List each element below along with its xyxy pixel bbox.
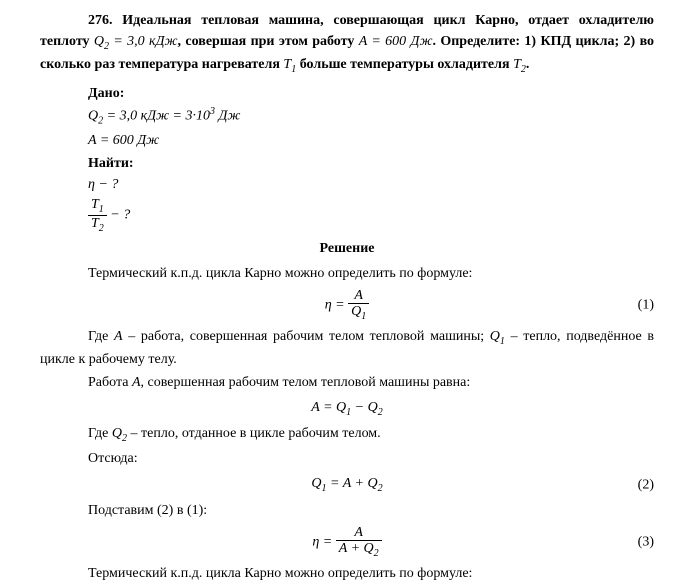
- solution-text-3: Работа A, совершенная рабочим телом тепл…: [40, 372, 654, 393]
- given-q2-line: Q2 = 3,0 кДж = 3·103 Дж: [88, 104, 654, 128]
- solution-text-6: Подставим (2) в (1):: [40, 500, 654, 521]
- equation-2: Q1 = A + Q2 (2): [40, 473, 654, 496]
- given-section: Дано: Q2 = 3,0 кДж = 3·103 Дж A = 600 Дж…: [88, 83, 654, 234]
- a-value: = 600: [367, 34, 411, 49]
- eq3-number: (3): [638, 532, 654, 553]
- eq3-lhs: η =: [312, 534, 335, 549]
- q2-symbol: Q: [94, 34, 104, 49]
- find-ratio-q: − ?: [107, 208, 130, 223]
- find-eta-q: − ?: [95, 177, 118, 192]
- given-a-val: = 600 Дж: [96, 133, 159, 148]
- q2-value: = 3,0: [109, 34, 149, 49]
- eq2-lhs: Q: [311, 476, 321, 491]
- eq-work-lhs: A = Q: [311, 400, 346, 415]
- given-q2-val: = 3,0 кДж = 3·10: [103, 108, 210, 123]
- equation-3: η = A A + Q2 (3): [40, 525, 654, 559]
- text3-p2: , совершенная рабочим телом тепловой маш…: [141, 375, 471, 390]
- find-ratio-fraction: T1 T2: [88, 197, 107, 234]
- text2-p2: – работа, совершенная рабочим телом тепл…: [123, 329, 490, 344]
- eq1-num: A: [348, 288, 369, 304]
- problem-text-end: .: [526, 57, 530, 72]
- eq1-den: Q1: [348, 304, 369, 322]
- t2-symbol: T: [513, 57, 521, 72]
- eq1-lhs: η =: [325, 297, 348, 312]
- text3-p1: Работа: [88, 375, 132, 390]
- solution-text-2: Где A – работа, совершенная рабочим тело…: [40, 326, 654, 370]
- problem-number: 276.: [88, 13, 113, 28]
- text2-a: A: [114, 329, 123, 344]
- eq2-rhs: = A + Q: [327, 476, 378, 491]
- find-label: Найти:: [88, 153, 654, 174]
- eq3-num: A: [336, 525, 382, 541]
- given-a-line: A = 600 Дж: [88, 130, 654, 151]
- problem-text-4: больше температуры охладителя: [296, 57, 513, 72]
- a-symbol: A: [359, 34, 367, 49]
- eq3-fraction: A A + Q2: [336, 525, 382, 559]
- find-ratio-num: T1: [88, 197, 107, 216]
- given-q2-unit: Дж: [215, 108, 240, 123]
- eq-work-minus: − Q: [351, 400, 378, 415]
- eq-work-sub2: 2: [378, 406, 383, 417]
- find-eta: η: [88, 177, 95, 192]
- find-ratio-den: T2: [88, 216, 107, 234]
- solution-title: Решение: [40, 238, 654, 259]
- solution-text-4: Где Q2 – тепло, отданное в цикле рабочим…: [40, 423, 654, 446]
- text4-q2: Q: [112, 426, 122, 441]
- eq2-sub2: 2: [378, 483, 383, 494]
- a-unit: Дж: [411, 34, 433, 49]
- solution-text-1: Термический к.п.д. цикла Карно можно опр…: [40, 263, 654, 284]
- q2-unit: кДж: [149, 34, 177, 49]
- text4-p1: Где: [88, 426, 112, 441]
- solution-text-5: Отсюда:: [40, 448, 654, 469]
- text4-p2: – тепло, отданное в цикле рабочим телом.: [127, 426, 381, 441]
- text3-a: A: [132, 375, 141, 390]
- given-q2-sym: Q: [88, 108, 98, 123]
- find-ratio-line: T1 T2 − ?: [88, 197, 654, 234]
- solution-text-7: Термический к.п.д. цикла Карно можно опр…: [40, 563, 654, 584]
- eq2-number: (2): [638, 474, 654, 495]
- equation-work: A = Q1 − Q2: [40, 397, 654, 420]
- equation-1: η = A Q1 (1): [40, 288, 654, 322]
- given-label: Дано:: [88, 83, 654, 104]
- text2-q1: Q: [490, 329, 500, 344]
- find-eta-line: η − ?: [88, 174, 654, 195]
- problem-text-2: , совершая при этом работу: [178, 34, 359, 49]
- problem-statement: 276. Идеальная тепловая машина, совершаю…: [40, 10, 654, 77]
- eq3-den: A + Q2: [336, 541, 382, 559]
- text2-p1: Где: [88, 329, 114, 344]
- eq1-fraction: A Q1: [348, 288, 369, 322]
- eq1-number: (1): [638, 294, 654, 315]
